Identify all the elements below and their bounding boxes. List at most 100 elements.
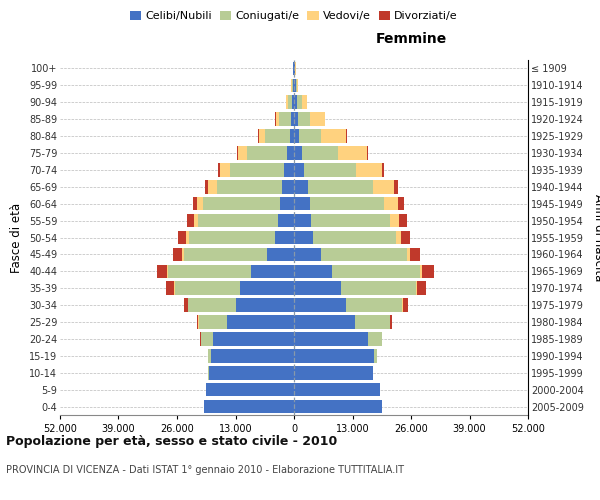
Bar xyxy=(247,146,287,160)
Bar xyxy=(394,180,398,194)
Bar xyxy=(294,248,321,261)
Bar xyxy=(294,332,368,345)
Bar xyxy=(308,180,373,194)
Text: Popolazione per età, sesso e stato civile - 2010: Popolazione per età, sesso e stato civil… xyxy=(6,435,337,448)
Bar xyxy=(294,180,308,194)
Bar xyxy=(322,130,346,143)
Bar xyxy=(313,230,396,244)
Bar xyxy=(188,298,235,312)
Bar xyxy=(302,146,338,160)
Bar xyxy=(294,96,297,109)
Bar xyxy=(167,264,168,278)
Bar xyxy=(294,298,346,312)
Bar xyxy=(293,78,294,92)
Bar xyxy=(182,248,184,261)
Bar xyxy=(294,264,332,278)
Bar xyxy=(294,214,311,228)
Bar xyxy=(178,230,186,244)
Bar xyxy=(368,332,382,345)
Bar xyxy=(186,230,188,244)
Bar xyxy=(294,366,373,380)
Bar xyxy=(355,316,390,329)
Bar xyxy=(341,282,415,295)
Y-axis label: Anni di nascita: Anni di nascita xyxy=(592,194,600,281)
Bar xyxy=(284,163,294,176)
Bar xyxy=(310,197,384,210)
Bar xyxy=(227,316,294,329)
Bar xyxy=(384,197,398,210)
Bar xyxy=(294,400,382,413)
Bar xyxy=(398,197,404,210)
Bar xyxy=(206,383,294,396)
Bar xyxy=(218,163,220,176)
Bar xyxy=(293,62,294,75)
Bar xyxy=(174,282,175,295)
Bar xyxy=(297,96,302,109)
Bar xyxy=(209,366,294,380)
Bar xyxy=(280,197,294,210)
Bar xyxy=(382,163,385,176)
Bar xyxy=(292,112,294,126)
Bar xyxy=(416,282,425,295)
Bar xyxy=(298,112,310,126)
Bar xyxy=(282,180,294,194)
Bar xyxy=(213,332,294,345)
Bar xyxy=(166,282,174,295)
Bar xyxy=(399,214,407,228)
Bar xyxy=(230,163,284,176)
Bar xyxy=(220,163,230,176)
Bar xyxy=(194,214,198,228)
Bar xyxy=(199,316,227,329)
Bar xyxy=(415,282,416,295)
Bar xyxy=(286,96,288,109)
Bar xyxy=(346,298,402,312)
Bar xyxy=(290,130,294,143)
Bar xyxy=(294,282,341,295)
Bar xyxy=(275,230,294,244)
Bar xyxy=(367,146,368,160)
Bar xyxy=(311,214,390,228)
Legend: Celibi/Nubili, Coniugati/e, Vedovi/e, Divorziati/e: Celibi/Nubili, Coniugati/e, Vedovi/e, Di… xyxy=(128,9,460,24)
Bar xyxy=(267,248,294,261)
Bar xyxy=(294,383,380,396)
Bar xyxy=(278,112,292,126)
Bar xyxy=(401,230,410,244)
Bar xyxy=(265,130,290,143)
Bar xyxy=(204,400,294,413)
Bar xyxy=(296,78,297,92)
Bar xyxy=(240,282,294,295)
Bar xyxy=(302,96,307,109)
Bar xyxy=(294,163,304,176)
Bar xyxy=(294,62,295,75)
Bar xyxy=(373,180,394,194)
Bar xyxy=(294,197,310,210)
Bar xyxy=(238,146,247,160)
Bar xyxy=(396,230,401,244)
Bar xyxy=(292,78,293,92)
Bar xyxy=(211,349,294,362)
Bar xyxy=(251,264,294,278)
Bar xyxy=(338,146,367,160)
Bar xyxy=(157,264,167,278)
Bar xyxy=(294,316,355,329)
Bar xyxy=(201,332,213,345)
Bar xyxy=(390,214,399,228)
Bar xyxy=(294,78,296,92)
Bar xyxy=(208,180,217,194)
Bar xyxy=(275,112,278,126)
Bar xyxy=(198,214,278,228)
Bar xyxy=(217,180,282,194)
Bar xyxy=(321,248,407,261)
Bar xyxy=(288,96,292,109)
Bar xyxy=(237,146,238,160)
Bar xyxy=(294,230,313,244)
Bar xyxy=(294,130,299,143)
Bar xyxy=(420,264,422,278)
Bar xyxy=(332,264,420,278)
Bar xyxy=(197,316,199,329)
Bar xyxy=(297,78,298,92)
Bar xyxy=(193,197,197,210)
Bar xyxy=(205,180,208,194)
Bar xyxy=(208,349,211,362)
Bar xyxy=(259,130,265,143)
